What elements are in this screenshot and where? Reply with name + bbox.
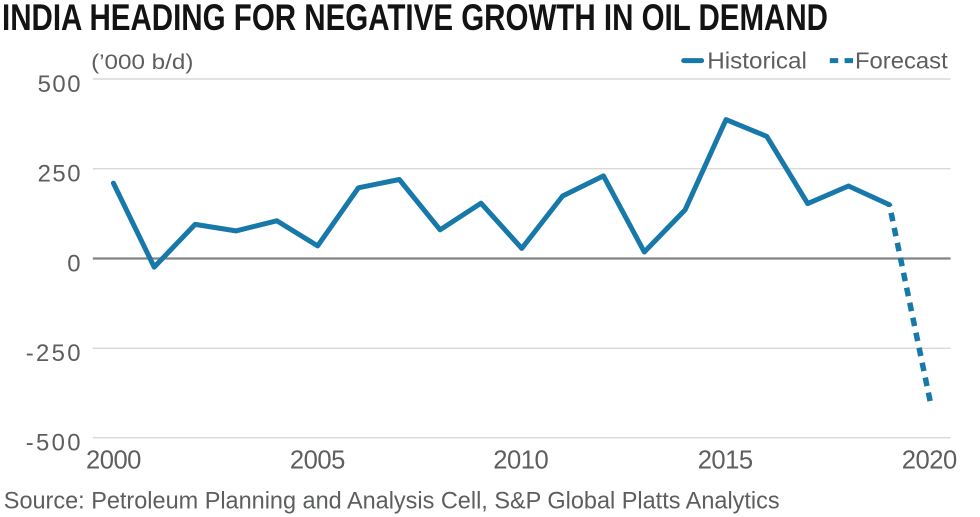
svg-text:250: 250	[38, 161, 81, 188]
svg-text:INDIA HEADING FOR NEGATIVE GRO: INDIA HEADING FOR NEGATIVE GROWTH IN OIL…	[2, 0, 828, 38]
svg-text:2020: 2020	[902, 447, 957, 475]
svg-text:2000: 2000	[86, 447, 141, 475]
svg-text:Historical: Historical	[707, 47, 807, 73]
svg-text:2015: 2015	[698, 447, 753, 475]
svg-text:500: 500	[38, 71, 81, 98]
svg-text:Source: Petroleum Planning and: Source: Petroleum Planning and Analysis …	[4, 487, 780, 514]
svg-text:Forecast: Forecast	[855, 47, 948, 73]
svg-text:2005: 2005	[290, 447, 345, 475]
svg-text:(’000 b/d): (’000 b/d)	[91, 50, 193, 74]
svg-text:0: 0	[67, 250, 80, 277]
svg-text:2010: 2010	[493, 447, 548, 475]
